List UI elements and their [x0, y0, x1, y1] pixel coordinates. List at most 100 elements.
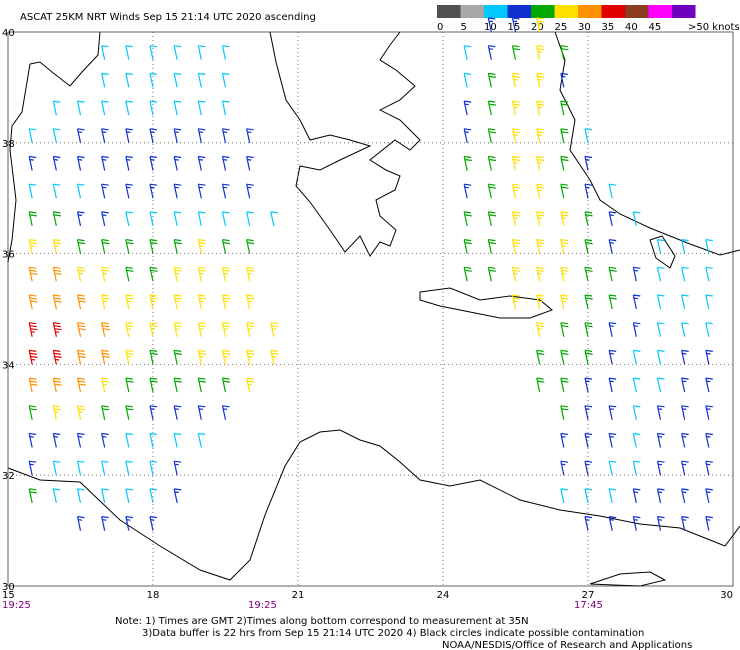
wind-barb [656, 432, 665, 448]
wind-barb [463, 72, 472, 88]
wind-barb [487, 155, 497, 171]
wind-barb [173, 211, 182, 227]
coast-turkey [554, 31, 740, 256]
wind-barb [705, 377, 713, 393]
wind-barb [632, 516, 641, 531]
wind-barb [125, 155, 133, 171]
wind-barb [149, 45, 158, 60]
lon-label: 21 [292, 590, 305, 601]
wind-barb [681, 349, 689, 365]
wind-barb [125, 211, 133, 227]
scale-segment [437, 5, 461, 18]
wind-barb [584, 516, 593, 531]
wind-barb [487, 211, 497, 227]
wind-barb [487, 100, 497, 116]
wind-barb [487, 17, 496, 33]
coast-crete [419, 287, 553, 319]
wind-barb [76, 128, 85, 143]
wind-barb [463, 100, 472, 116]
wind-barb [52, 100, 61, 116]
wind-barb [608, 377, 617, 393]
wind-barb [270, 211, 278, 227]
wind-barb [52, 488, 61, 504]
wind-barb [52, 128, 61, 143]
wind-barb [173, 432, 182, 448]
wind-barb [584, 183, 593, 199]
wind-barb [52, 377, 62, 393]
lat-label: 38 [2, 139, 15, 150]
wind-barb [536, 72, 545, 88]
wind-barb [681, 322, 689, 337]
wind-barb [149, 516, 158, 531]
wind-barb [76, 460, 85, 476]
wind-barb [656, 405, 665, 420]
coast-italy-sicily [7, 31, 101, 263]
wind-barb [197, 266, 207, 282]
wind-barb [52, 294, 62, 310]
wind-barb [705, 516, 713, 531]
wind-barb [536, 45, 545, 60]
wind-barb [511, 155, 521, 171]
wind-barb [101, 128, 109, 143]
scale-segment [601, 5, 625, 18]
wind-barb [536, 100, 545, 116]
wind-barb [463, 183, 472, 199]
wind-barb [101, 460, 109, 476]
scale-label: 25 [555, 22, 568, 33]
wind-barb [560, 100, 569, 116]
wind-barb [28, 266, 38, 282]
wind-barb [101, 405, 110, 420]
wind-barb [246, 349, 255, 365]
wind-barb [149, 322, 158, 337]
wind-barb [463, 266, 472, 282]
wind-barb [52, 349, 62, 365]
scale-segment [578, 5, 602, 18]
lon-label: 18 [147, 590, 160, 601]
wind-barb [149, 349, 158, 365]
wind-barb [536, 377, 545, 393]
wind-barb [28, 349, 38, 365]
wind-barb [149, 72, 158, 88]
wind-barb [584, 266, 593, 282]
wind-barb [197, 432, 206, 448]
wind-barb [221, 155, 230, 171]
wind-barb [76, 405, 86, 420]
note-line: 3)Data buffer is 22 hrs from Sep 15 21:1… [142, 628, 644, 639]
wind-barb [705, 322, 713, 337]
wind-barb [101, 432, 109, 448]
wind-barb [28, 488, 37, 504]
wind-barb [101, 183, 109, 199]
wind-barb [560, 377, 569, 393]
scale-label: >50 knots [688, 22, 740, 33]
wind-barb [52, 183, 61, 199]
wind-barb [76, 239, 86, 254]
wind-barb [28, 128, 37, 143]
wind-barb [76, 211, 85, 227]
lat-label: 40 [2, 28, 15, 39]
scale-label: 35 [602, 22, 615, 33]
wind-barb [584, 294, 593, 310]
wind-barb [149, 155, 158, 171]
wind-barb [173, 294, 182, 310]
wind-barb [28, 432, 37, 448]
wind-barb [52, 322, 62, 337]
wind-barb [487, 239, 497, 254]
wind-barb [173, 155, 182, 171]
wind-barb [511, 128, 521, 143]
wind-barb [125, 266, 134, 282]
wind-barb [125, 72, 133, 88]
wind-barb [560, 72, 568, 88]
wind-barb [584, 405, 593, 420]
wind-barb [632, 266, 641, 282]
wind-barb [705, 294, 713, 310]
wind-barb [173, 377, 182, 393]
wind-barb [681, 405, 689, 420]
lon-label: 15 [2, 590, 15, 601]
wind-barb [125, 516, 133, 531]
coast-rhodes [649, 235, 676, 269]
wind-barb [221, 211, 230, 227]
wind-barb [560, 266, 569, 282]
wind-barb [511, 100, 521, 116]
wind-barb [681, 432, 689, 448]
wind-barb [197, 183, 206, 199]
